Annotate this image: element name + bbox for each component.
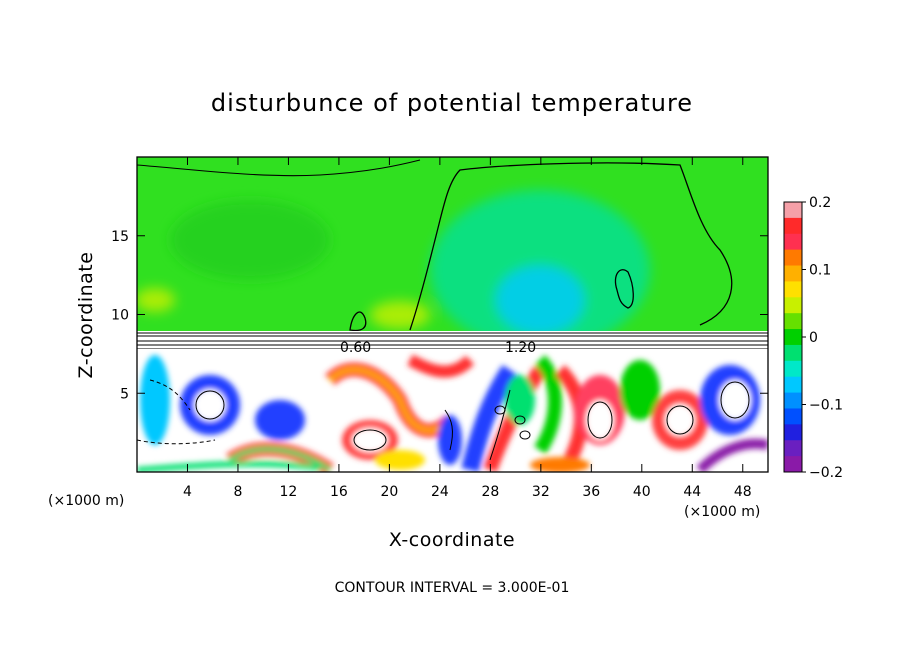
plot-area: 0.60 1.20 <box>137 157 768 472</box>
colorbar-tick-label: 0 <box>809 330 818 346</box>
x-unit-label-left: (×1000 m) <box>48 493 124 509</box>
colorbar-swatch <box>784 233 802 251</box>
z-axis-title: Z-coordinate <box>75 252 97 379</box>
x-tick-label: 24 <box>431 484 449 500</box>
x-tick-label: 44 <box>683 484 701 500</box>
contour-line-upper-1 <box>409 162 733 331</box>
z-tick-label: 10 <box>111 308 129 324</box>
colorbar-swatch <box>784 249 802 267</box>
colorbar-swatch <box>784 313 802 330</box>
colorbar-swatch <box>784 440 802 457</box>
transition-band <box>137 331 768 349</box>
colorbar-swatch <box>784 329 802 346</box>
upper-darker-patch <box>170 200 330 280</box>
x-tick-label: 8 <box>233 484 242 500</box>
colorbar-swatch <box>784 281 802 298</box>
colorbar-swatch <box>784 202 802 219</box>
x-tick-label: 12 <box>280 484 298 500</box>
colorbar-tick-label: −0.1 <box>809 398 843 414</box>
x-tick-label: 28 <box>481 484 499 500</box>
upper-warm-anomaly <box>370 301 430 329</box>
contour-interval-note: CONTOUR INTERVAL = 3.000E-01 <box>335 580 570 596</box>
contour-line-upper-4 <box>137 159 421 177</box>
contour-label-1: 0.60 <box>340 340 371 356</box>
upper-cool-core <box>495 265 585 335</box>
colorbar-tick-label: 0.2 <box>809 195 831 211</box>
colorbar-swatch <box>784 344 802 362</box>
colorbar-swatch <box>784 392 802 409</box>
z-axis: 5 10 15 <box>111 229 768 402</box>
colorbar-tick-label: −0.2 <box>809 465 843 481</box>
contour-line-upper-2 <box>614 269 634 309</box>
colorbar-swatch <box>784 376 802 394</box>
upper-warm-anomaly-2 <box>137 288 175 312</box>
x-tick-label: 36 <box>582 484 600 500</box>
colorbar-swatch <box>784 265 802 282</box>
x-unit-label-right: (×1000 m) <box>684 504 760 520</box>
x-axis-title: X-coordinate <box>389 529 515 551</box>
x-tick-label: 16 <box>330 484 348 500</box>
colorbar-swatch <box>784 217 802 235</box>
colorbar-swatch <box>784 360 802 378</box>
chart-title: disturbunce of potential temperature <box>211 89 693 117</box>
z-tick-label: 15 <box>111 229 129 245</box>
colorbar-swatch <box>784 408 802 425</box>
x-tick-label: 4 <box>183 484 192 500</box>
x-tick-label: 20 <box>380 484 398 500</box>
colorbar-swatch <box>784 424 802 441</box>
colorbar-swatch <box>784 297 802 314</box>
colorbar-tick-label: 0.1 <box>809 263 831 279</box>
lower-contour-lines <box>137 379 750 461</box>
x-axis: 4 8 12 16 20 24 28 32 36 40 44 48 <box>183 157 752 500</box>
x-tick-label: 32 <box>532 484 550 500</box>
contour-line-upper-3 <box>349 311 367 332</box>
z-tick-label: 5 <box>120 386 129 402</box>
x-tick-label: 48 <box>734 484 752 500</box>
colorbar-swatch <box>784 456 802 473</box>
contour-label-2: 1.20 <box>505 340 536 356</box>
x-tick-label: 40 <box>633 484 651 500</box>
colorbar: 0.2 0.1 0 −0.1 −0.2 <box>783 195 843 481</box>
lower-turbulent-structures <box>137 354 768 472</box>
